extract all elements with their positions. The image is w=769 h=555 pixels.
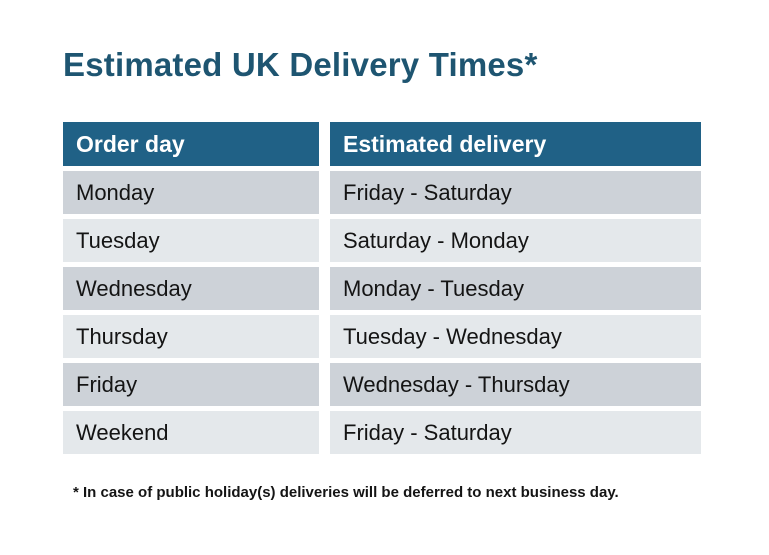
page-title: Estimated UK Delivery Times*	[63, 46, 538, 83]
table-cell-estimated-delivery: Wednesday - Thursday	[330, 363, 701, 406]
table-cell-estimated-delivery: Monday - Tuesday	[330, 267, 701, 310]
table-cell-estimated-delivery: Friday - Saturday	[330, 411, 701, 454]
column-header-estimated-delivery: Estimated delivery	[330, 122, 701, 166]
delivery-times-table: Order day Estimated delivery Monday Frid…	[63, 122, 701, 454]
table-cell-order-day: Monday	[63, 171, 319, 214]
table-cell-estimated-delivery: Tuesday - Wednesday	[330, 315, 701, 358]
table-cell-order-day: Tuesday	[63, 219, 319, 262]
column-header-order-day: Order day	[63, 122, 319, 166]
table-cell-estimated-delivery: Saturday - Monday	[330, 219, 701, 262]
table-cell-order-day: Thursday	[63, 315, 319, 358]
footnote: * In case of public holiday(s) deliverie…	[73, 484, 619, 501]
table-cell-order-day: Wednesday	[63, 267, 319, 310]
table-cell-order-day: Friday	[63, 363, 319, 406]
table-cell-estimated-delivery: Friday - Saturday	[330, 171, 701, 214]
table-cell-order-day: Weekend	[63, 411, 319, 454]
